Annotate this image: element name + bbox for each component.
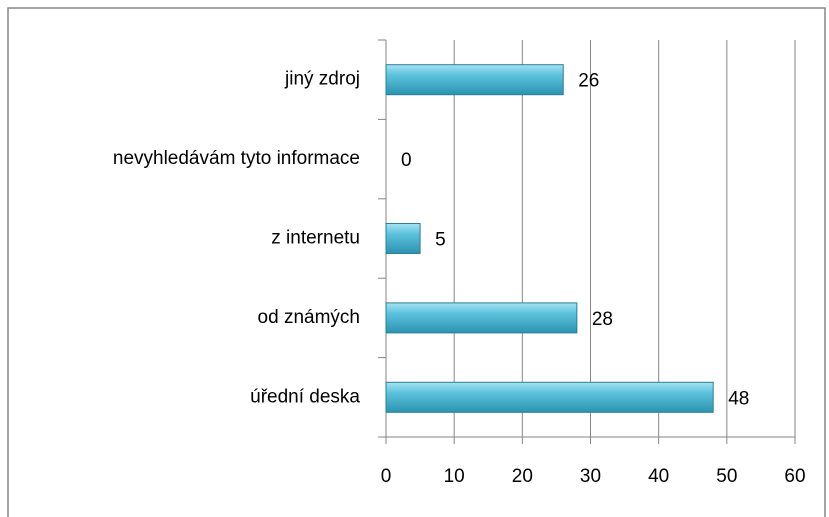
data-label: 26 (578, 71, 599, 92)
x-tick-label: 30 (580, 466, 601, 487)
bar (385, 223, 421, 254)
bar (385, 381, 714, 413)
chart-border (7, 7, 826, 517)
data-label: 0 (401, 150, 412, 171)
y-tick-label: z internetu (271, 228, 360, 249)
y-tick-label: nevyhledávám tyto informace (113, 148, 360, 169)
x-tick-label: 20 (512, 466, 533, 487)
x-tick-label: 50 (716, 466, 737, 487)
data-label: 28 (592, 309, 613, 330)
y-tick-label: jiný zdroj (284, 69, 360, 90)
x-tick-label: 0 (381, 466, 392, 487)
bar (385, 302, 578, 334)
data-label: 5 (435, 230, 446, 251)
x-tick-label: 60 (784, 466, 805, 487)
bar (385, 64, 564, 96)
y-tick-label: od známých (258, 307, 360, 328)
data-label: 48 (728, 388, 749, 409)
y-tick-label: úřední deska (250, 386, 360, 407)
x-tick-label: 10 (444, 466, 465, 487)
x-tick-label: 40 (648, 466, 669, 487)
